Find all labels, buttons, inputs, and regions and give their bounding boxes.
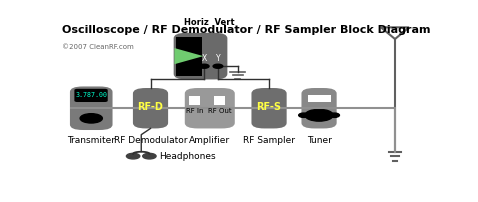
Text: Horiz  Vert: Horiz Vert: [185, 18, 235, 27]
Text: Headphones: Headphones: [159, 152, 215, 161]
Text: 3.787.00: 3.787.00: [75, 93, 107, 99]
FancyBboxPatch shape: [251, 88, 287, 128]
FancyBboxPatch shape: [189, 96, 200, 105]
Circle shape: [213, 64, 223, 68]
Polygon shape: [174, 48, 203, 64]
FancyBboxPatch shape: [185, 88, 235, 128]
FancyBboxPatch shape: [307, 95, 331, 102]
Text: RF Out: RF Out: [208, 108, 232, 114]
Polygon shape: [381, 27, 409, 39]
Circle shape: [126, 153, 140, 159]
FancyBboxPatch shape: [176, 37, 202, 76]
Text: ©2007 CleanRF.com: ©2007 CleanRF.com: [62, 44, 133, 50]
Text: Y: Y: [216, 54, 220, 63]
Text: Oscilloscope / RF Demodulator / RF Sampler Block Diagram: Oscilloscope / RF Demodulator / RF Sampl…: [62, 25, 430, 35]
Text: X: X: [202, 54, 207, 63]
Text: Transmiter: Transmiter: [67, 136, 115, 145]
Text: RF-S: RF-S: [257, 102, 282, 112]
Text: RF In: RF In: [186, 108, 204, 114]
FancyBboxPatch shape: [70, 86, 112, 130]
Text: Amplifier: Amplifier: [189, 136, 230, 145]
Text: Tuner: Tuner: [306, 136, 332, 145]
Text: RF Demodulator: RF Demodulator: [114, 136, 187, 145]
Circle shape: [143, 153, 156, 159]
Circle shape: [80, 114, 102, 123]
FancyBboxPatch shape: [75, 89, 108, 102]
FancyBboxPatch shape: [133, 88, 168, 128]
FancyBboxPatch shape: [174, 33, 228, 79]
Circle shape: [329, 113, 339, 117]
Circle shape: [305, 109, 333, 121]
Text: RF Sampler: RF Sampler: [243, 136, 295, 145]
Text: RF-D: RF-D: [138, 102, 163, 112]
FancyBboxPatch shape: [302, 88, 337, 128]
Circle shape: [299, 113, 309, 117]
FancyBboxPatch shape: [214, 96, 225, 105]
Circle shape: [199, 64, 209, 68]
